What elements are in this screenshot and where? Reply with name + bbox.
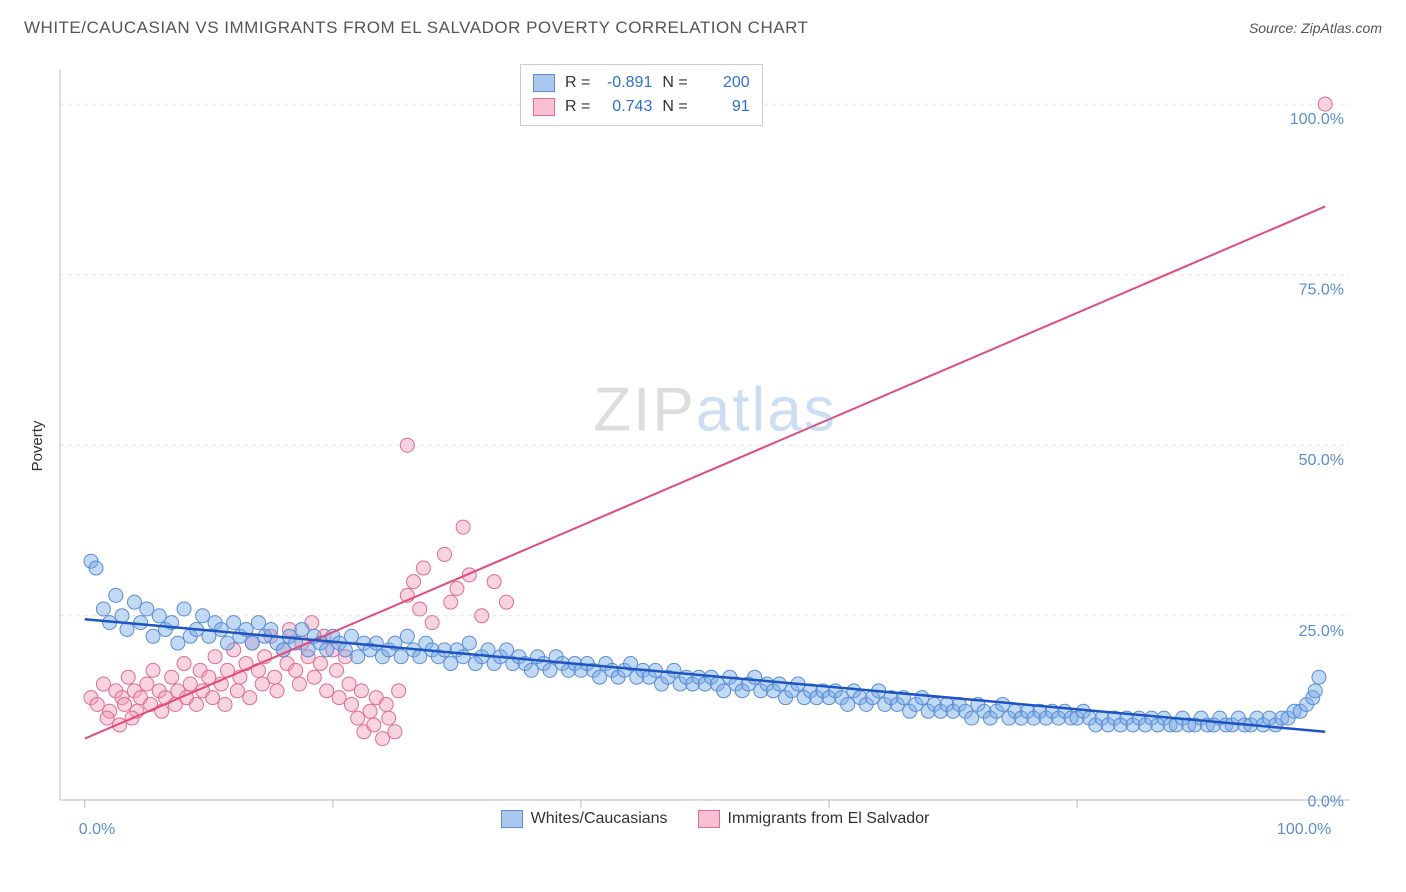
stats-legend: R = -0.891 N = 200 R = 0.743 N = 91	[520, 64, 763, 126]
n-label: N =	[662, 71, 687, 95]
chart-area: 0.0%25.0%50.0%75.0%100.0%0.0%100.0% ZIPa…	[50, 60, 1380, 820]
source-prefix: Source:	[1249, 20, 1301, 36]
r-label: R =	[565, 71, 590, 95]
r-label: R =	[565, 95, 590, 119]
swatch-pink	[533, 98, 555, 116]
y-axis-label: Poverty	[29, 421, 46, 472]
svg-text:25.0%: 25.0%	[1299, 623, 1344, 640]
scatter-chart: 0.0%25.0%50.0%75.0%100.0%0.0%100.0%	[50, 60, 1380, 870]
n-label: N =	[662, 95, 687, 119]
legend-item-pink: Immigrants from El Salvador	[698, 810, 930, 828]
svg-text:0.0%: 0.0%	[1308, 793, 1344, 810]
stats-row-pink: R = 0.743 N = 91	[533, 95, 750, 119]
legend-label-pink: Immigrants from El Salvador	[728, 810, 930, 828]
svg-text:75.0%: 75.0%	[1299, 282, 1344, 299]
series-legend: Whites/Caucasians Immigrants from El Sal…	[50, 810, 1380, 828]
n-value-blue: 200	[698, 71, 750, 95]
chart-title: WHITE/CAUCASIAN VS IMMIGRANTS FROM EL SA…	[24, 18, 808, 38]
r-value-pink: 0.743	[600, 95, 652, 119]
swatch-blue	[533, 74, 555, 92]
stats-row-blue: R = -0.891 N = 200	[533, 71, 750, 95]
swatch-blue	[501, 810, 523, 828]
svg-text:100.0%: 100.0%	[1290, 111, 1344, 128]
swatch-pink	[698, 810, 720, 828]
svg-text:50.0%: 50.0%	[1299, 452, 1344, 469]
legend-label-blue: Whites/Caucasians	[531, 810, 668, 828]
legend-item-blue: Whites/Caucasians	[501, 810, 668, 828]
n-value-pink: 91	[698, 95, 750, 119]
source-credit: Source: ZipAtlas.com	[1249, 20, 1382, 36]
source-link[interactable]: ZipAtlas.com	[1301, 20, 1382, 36]
r-value-blue: -0.891	[600, 71, 652, 95]
